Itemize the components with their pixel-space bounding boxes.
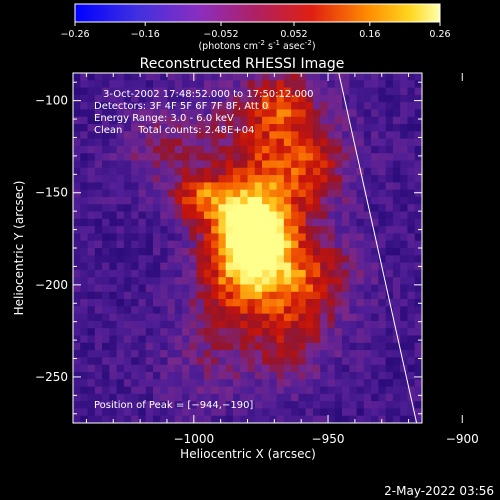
colorbar-gradient bbox=[74, 3, 441, 23]
image-annotations: 3-Oct-2002 17:48:52.000 to 17:50:12.000 … bbox=[94, 89, 314, 411]
colorbar-tick-label: −0.26 bbox=[60, 29, 89, 40]
x-axis-label: Heliocentric X (arcsec) bbox=[180, 447, 316, 461]
x-tick-label: −900 bbox=[446, 432, 479, 446]
y-tick-label: −150 bbox=[35, 186, 68, 200]
x-tick-label: −1000 bbox=[174, 432, 215, 446]
x-axis-ticks: −1000 −950 −900 bbox=[85, 73, 479, 446]
heatmap-image bbox=[73, 73, 422, 423]
y-tick-label: −100 bbox=[35, 94, 68, 108]
colorbar-tick-label: −0.16 bbox=[131, 29, 160, 40]
colorbar-ticks: −0.26 −0.16 −0.052 0.052 0.16 0.26 bbox=[60, 22, 451, 40]
colorbar-unit-label: (photons cm-2 s-1 asec-2) bbox=[198, 39, 315, 52]
y-axis-ticks: −100 −150 −200 −250 bbox=[35, 81, 422, 415]
colorbar-tick-label: 0.052 bbox=[280, 29, 307, 40]
solar-limb-line bbox=[338, 72, 418, 424]
annotation-energy-range: Energy Range: 3.0 - 6.0 keV bbox=[94, 113, 234, 124]
colorbar-tick-label: −0.052 bbox=[203, 29, 238, 40]
colorbar-tick-label: 0.26 bbox=[429, 29, 450, 40]
y-tick-label: −200 bbox=[35, 278, 68, 292]
chart-title: Reconstructed RHESSI Image bbox=[140, 56, 345, 72]
y-axis-label: Heliocentric Y (arcsec) bbox=[12, 181, 26, 316]
annotation-counts: Clean Total counts: 2.48E+04 bbox=[94, 125, 254, 136]
y-tick-label: −250 bbox=[35, 370, 68, 384]
annotation-peak-position: Position of Peak = [−944,−190] bbox=[94, 400, 253, 411]
colorbar-tick-label: 0.16 bbox=[359, 29, 380, 40]
annotation-detectors: Detectors: 3F 4F 5F 6F 7F 8F, Att 0 bbox=[94, 101, 268, 112]
colorbar: −0.26 −0.16 −0.052 0.052 0.16 0.26 (photons c… bbox=[60, 3, 451, 52]
footer-timestamp: 2-May-2022 03:56 bbox=[384, 484, 494, 498]
x-tick-label: −950 bbox=[312, 432, 345, 446]
annotation-time-range: 3-Oct-2002 17:48:52.000 to 17:50:12.000 bbox=[103, 89, 314, 100]
